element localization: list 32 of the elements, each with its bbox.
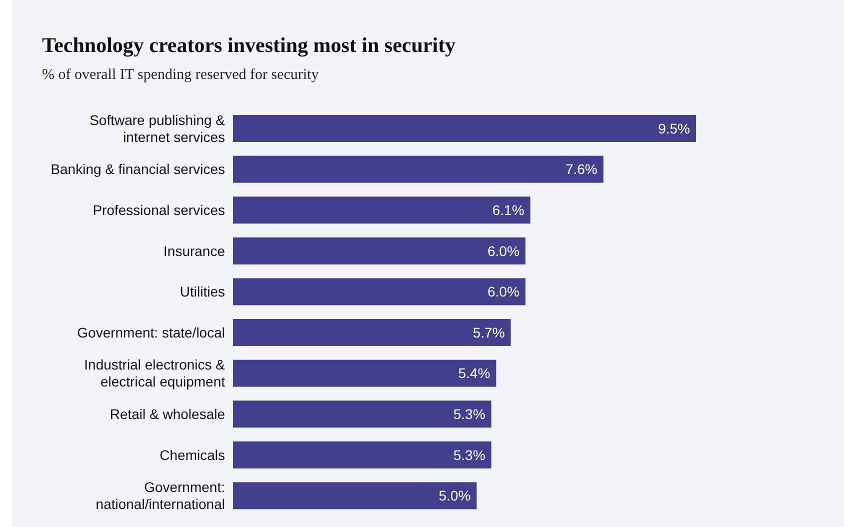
bar (233, 360, 496, 387)
data-label: 7.6% (565, 161, 598, 178)
y-tick-label: Insurance (164, 242, 226, 259)
data-label: 5.3% (453, 446, 486, 463)
bar (233, 115, 696, 142)
data-label: 6.0% (488, 242, 520, 259)
y-tick-label: Banking & financial services (50, 161, 225, 178)
data-label: 5.0% (438, 488, 471, 504)
y-tick-label: Utilities (180, 284, 225, 300)
bar (233, 278, 526, 306)
data-label: 9.5% (658, 120, 690, 136)
chart-title: Technology creators investing most in security (42, 33, 456, 57)
data-label: 6.1% (492, 202, 524, 218)
y-tick-label: Industrial electronics & electrical equipment (84, 356, 226, 390)
y-tick-label: Retail & wholesale (110, 406, 226, 422)
bar (233, 196, 530, 224)
y-tick-label: Government: national/international (96, 479, 225, 512)
data-label: 5.3% (453, 406, 486, 422)
bar (233, 156, 604, 183)
bar (233, 441, 492, 468)
bar (233, 400, 492, 428)
bar (233, 482, 477, 510)
bar (233, 237, 526, 264)
chart-subtitle: % of overall IT spending reserved for security (42, 67, 320, 83)
y-tick-label: Software publishing & internet services (90, 112, 226, 145)
y-tick-label: Professional services (92, 202, 225, 218)
y-tick-label: Government: state/local (77, 324, 225, 340)
y-tick-label: Chemicals (160, 446, 225, 463)
data-label: 6.0% (488, 284, 520, 300)
data-label: 5.7% (472, 324, 505, 340)
data-label: 5.4% (458, 365, 490, 382)
bar (233, 319, 511, 346)
